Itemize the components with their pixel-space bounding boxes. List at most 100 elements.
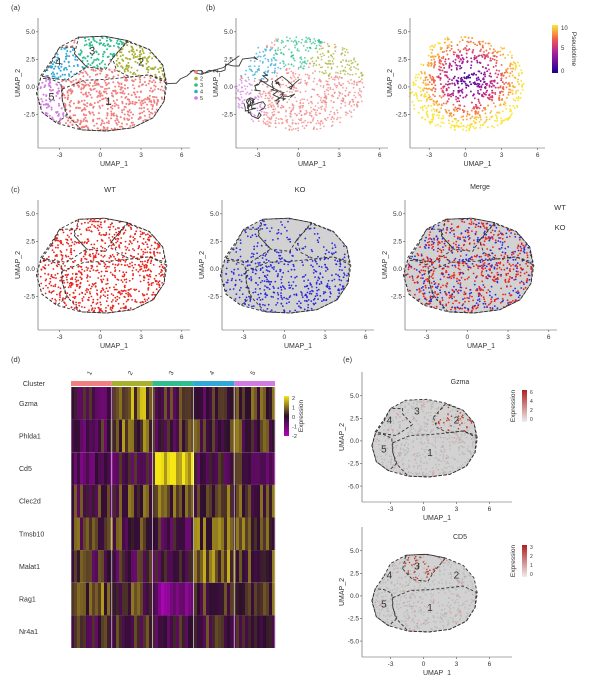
scatter-point bbox=[320, 97, 322, 99]
scatter-point bbox=[338, 289, 341, 292]
scatter-point bbox=[62, 243, 64, 246]
scatter-point bbox=[330, 252, 333, 255]
scatter-point bbox=[324, 69, 327, 72]
scatter-point bbox=[143, 114, 146, 117]
scatter-point bbox=[86, 276, 88, 279]
scatter-point bbox=[79, 119, 82, 122]
scatter-point bbox=[493, 58, 496, 61]
scatter-point bbox=[265, 253, 268, 256]
scatter-point bbox=[69, 121, 72, 124]
scatter-point bbox=[134, 103, 136, 106]
scatter-point bbox=[503, 240, 506, 243]
scatter-point bbox=[471, 115, 473, 118]
scatter-point bbox=[423, 292, 426, 295]
scatter-point bbox=[275, 270, 278, 273]
scatter-point bbox=[328, 287, 330, 290]
scatter-point bbox=[480, 48, 482, 51]
scatter-point bbox=[134, 56, 137, 58]
scatter-point bbox=[477, 70, 480, 73]
scatter-point bbox=[445, 256, 447, 259]
scatter-point bbox=[56, 237, 59, 240]
scatter-point bbox=[71, 282, 73, 284]
scatter-point bbox=[436, 239, 439, 241]
scatter-point bbox=[422, 295, 425, 298]
scatter-point bbox=[452, 229, 455, 232]
scatter-point bbox=[276, 251, 278, 254]
scatter-point bbox=[93, 247, 96, 250]
scatter-point bbox=[84, 253, 86, 256]
scatter-point bbox=[497, 73, 500, 76]
scatter-point bbox=[486, 226, 488, 229]
scatter-point bbox=[299, 110, 302, 113]
scatter-point bbox=[265, 114, 268, 117]
scatter-point bbox=[475, 73, 478, 76]
scatter-point bbox=[142, 243, 145, 246]
scatter-point bbox=[305, 39, 307, 42]
scatter-point bbox=[85, 250, 88, 253]
scatter-point bbox=[110, 39, 113, 42]
scatter-point bbox=[462, 262, 464, 264]
scatter-point bbox=[317, 107, 320, 109]
scatter-point bbox=[432, 249, 435, 251]
scatter-point bbox=[326, 83, 328, 86]
scatter-point bbox=[251, 234, 254, 237]
scatter-point bbox=[285, 302, 288, 305]
scatter-point bbox=[350, 66, 352, 68]
scatter-point bbox=[78, 81, 81, 84]
scatter-point bbox=[54, 283, 57, 286]
scatter-point bbox=[459, 284, 462, 286]
scatter-point bbox=[254, 281, 257, 284]
scatter-point bbox=[344, 70, 347, 73]
scatter-point bbox=[442, 91, 445, 94]
scatter-point bbox=[494, 254, 497, 257]
scatter-point bbox=[148, 113, 151, 116]
scatter-point bbox=[422, 289, 425, 291]
scatter-point bbox=[498, 237, 500, 239]
scatter-point bbox=[106, 282, 109, 285]
scatter-point bbox=[498, 266, 501, 269]
scatter-point bbox=[76, 273, 78, 275]
scatter-point bbox=[118, 259, 121, 261]
scatter-point bbox=[258, 264, 260, 266]
scatter-point bbox=[422, 64, 425, 67]
scatter-point bbox=[159, 81, 162, 84]
scatter-point bbox=[117, 121, 120, 124]
scatter-point bbox=[478, 78, 480, 81]
scatter-point bbox=[239, 98, 241, 101]
scatter-point bbox=[306, 296, 308, 299]
scatter-point bbox=[105, 84, 108, 87]
scatter-point bbox=[107, 43, 110, 46]
scatter-point bbox=[323, 72, 325, 75]
scatter-point bbox=[161, 269, 164, 272]
scatter-point bbox=[113, 68, 116, 71]
scatter-point bbox=[326, 268, 329, 271]
scatter-point bbox=[252, 291, 255, 294]
scatter-point bbox=[360, 74, 363, 77]
scatter-point bbox=[433, 63, 436, 66]
scatter-point bbox=[294, 276, 296, 279]
scatter-point bbox=[105, 267, 107, 269]
scatter-point bbox=[329, 291, 332, 293]
scatter-point bbox=[92, 88, 95, 91]
scatter-point bbox=[117, 291, 120, 294]
scatter-point bbox=[455, 64, 458, 67]
scatter-point bbox=[97, 58, 100, 61]
scatter-point bbox=[123, 295, 126, 298]
scatter-point bbox=[526, 256, 529, 259]
scatter-point bbox=[464, 293, 467, 296]
scatter-point bbox=[114, 269, 117, 272]
scatter-point bbox=[86, 105, 88, 108]
scatter-point bbox=[279, 94, 282, 97]
scatter-point bbox=[240, 106, 243, 109]
scatter-point bbox=[339, 265, 341, 268]
scatter-point bbox=[106, 294, 109, 297]
scatter-point bbox=[473, 97, 476, 100]
scatter-point bbox=[310, 264, 312, 267]
scatter-point bbox=[94, 282, 97, 284]
scatter-point bbox=[266, 112, 269, 114]
scatter-point bbox=[342, 99, 345, 102]
scatter-point bbox=[509, 62, 512, 65]
scatter-point bbox=[358, 76, 360, 79]
scatter-point bbox=[407, 266, 410, 269]
scatter-point bbox=[125, 278, 128, 281]
